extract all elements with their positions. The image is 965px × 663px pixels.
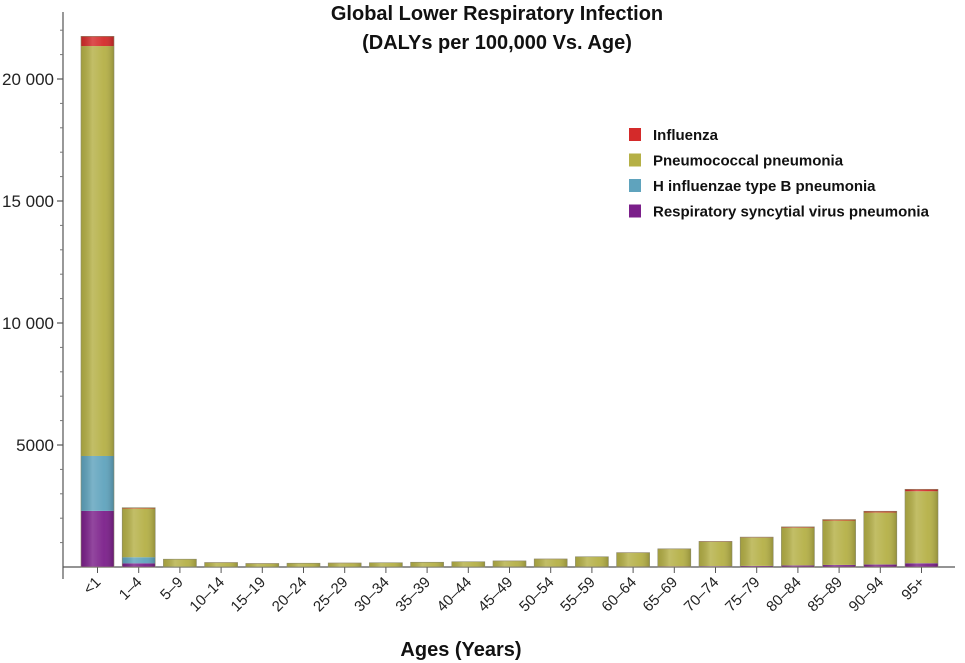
x-tick-label: 55–59 xyxy=(557,574,599,616)
legend: Influenza Pneumococcal pneumonia H influen… xyxy=(629,127,930,221)
bar-outline xyxy=(369,562,403,568)
x-tick-label: 1–4 xyxy=(116,574,146,604)
x-tick-label: 65–69 xyxy=(640,574,682,616)
x-tick-label: 35–39 xyxy=(392,574,434,616)
bar-stack xyxy=(904,488,939,568)
bar-stack xyxy=(286,562,321,568)
y-tick-label: 15 000 xyxy=(2,192,54,211)
legend-label: H influenzae type B pneumonia xyxy=(653,178,876,195)
x-tick-label: 15–19 xyxy=(228,574,270,616)
x-tick-label: 70–74 xyxy=(681,574,723,616)
x-tick-label: 30–34 xyxy=(351,574,393,616)
bar-stack xyxy=(327,562,362,568)
y-tick-label: 10 000 xyxy=(2,314,54,333)
bar-stack xyxy=(163,558,197,568)
x-tick-label: 90–94 xyxy=(846,574,888,616)
y-tick-label: 5000 xyxy=(16,436,54,455)
bar-outline xyxy=(739,536,774,568)
bar-outline xyxy=(822,519,856,568)
bar-stack xyxy=(204,562,238,568)
bar-stack xyxy=(657,548,692,568)
bar-outline xyxy=(533,558,568,568)
bar-stacks xyxy=(80,35,939,568)
bar-outline xyxy=(286,562,321,568)
bar-outline xyxy=(121,507,156,568)
bar-outline xyxy=(327,562,362,568)
bar-outline xyxy=(575,556,609,568)
x-tick-label: 80–84 xyxy=(763,574,805,616)
x-tick-label: 45–49 xyxy=(475,574,517,616)
bar-outline xyxy=(616,552,650,568)
bar-stack xyxy=(739,536,774,568)
bar-stack xyxy=(410,561,444,568)
bar-outline xyxy=(492,560,527,568)
bar-stack xyxy=(575,556,609,568)
bar-outline xyxy=(863,510,898,568)
bar-stack xyxy=(616,552,650,568)
x-tick-label: 85–89 xyxy=(804,574,846,616)
chart-title-line2: (DALYs per 100,000 Vs. Age) xyxy=(362,32,632,54)
bar-outline xyxy=(698,541,733,568)
bar-stack xyxy=(863,510,898,568)
x-axis-label: Ages (Years) xyxy=(400,639,521,661)
bar-stack xyxy=(121,507,156,568)
bar-stack xyxy=(698,541,733,568)
legend-swatch xyxy=(629,128,641,141)
y-tick-label: 20 000 xyxy=(2,70,54,89)
legend-swatch xyxy=(629,204,641,218)
x-axis: <1 1–4 5–9 10–14 15–19 20–24 25–29 30–34 35–39 40… xyxy=(63,566,955,616)
legend-swatch xyxy=(629,153,641,167)
legend-label: Pneumococcal pneumonia xyxy=(653,153,844,170)
x-tick-label: 25–29 xyxy=(310,574,352,616)
bar-stack xyxy=(533,558,568,568)
legend-swatch xyxy=(629,179,641,192)
bar-outline xyxy=(245,563,280,568)
bar-stack xyxy=(781,526,815,568)
x-tick-label: 50–54 xyxy=(516,574,558,616)
bar-outline xyxy=(657,548,692,568)
bar-outline xyxy=(781,526,815,568)
x-tick-label: 20–24 xyxy=(269,574,311,616)
bar-stack xyxy=(369,562,403,568)
bar-stack xyxy=(80,35,115,568)
bar-stack xyxy=(451,561,486,568)
bar-outline xyxy=(451,561,486,568)
bar-outline xyxy=(163,558,197,568)
bar-stack xyxy=(245,563,280,568)
bar-outline xyxy=(204,562,238,568)
x-tick-label: 95+ xyxy=(898,574,928,604)
x-tick-label: <1 xyxy=(80,574,104,598)
x-tick-label: 10–14 xyxy=(186,574,228,616)
bar-stack xyxy=(822,519,856,568)
legend-label: Influenza xyxy=(653,127,719,144)
x-tick-label: 60–64 xyxy=(598,574,640,616)
legend-label: Respiratory syncytial virus pneumonia xyxy=(653,204,930,221)
x-tick-label: 40–44 xyxy=(434,574,476,616)
x-tick-label: 75–79 xyxy=(722,574,764,616)
y-axis: 5000 10 000 15 000 20 000 xyxy=(2,12,64,579)
bar-outline xyxy=(80,35,115,568)
bar-outline xyxy=(410,561,444,568)
chart-title-line1: Global Lower Respiratory Infection xyxy=(331,3,663,25)
bar-stack xyxy=(492,560,527,568)
bar-outline xyxy=(904,488,939,568)
x-tick-label: 5–9 xyxy=(157,574,187,604)
